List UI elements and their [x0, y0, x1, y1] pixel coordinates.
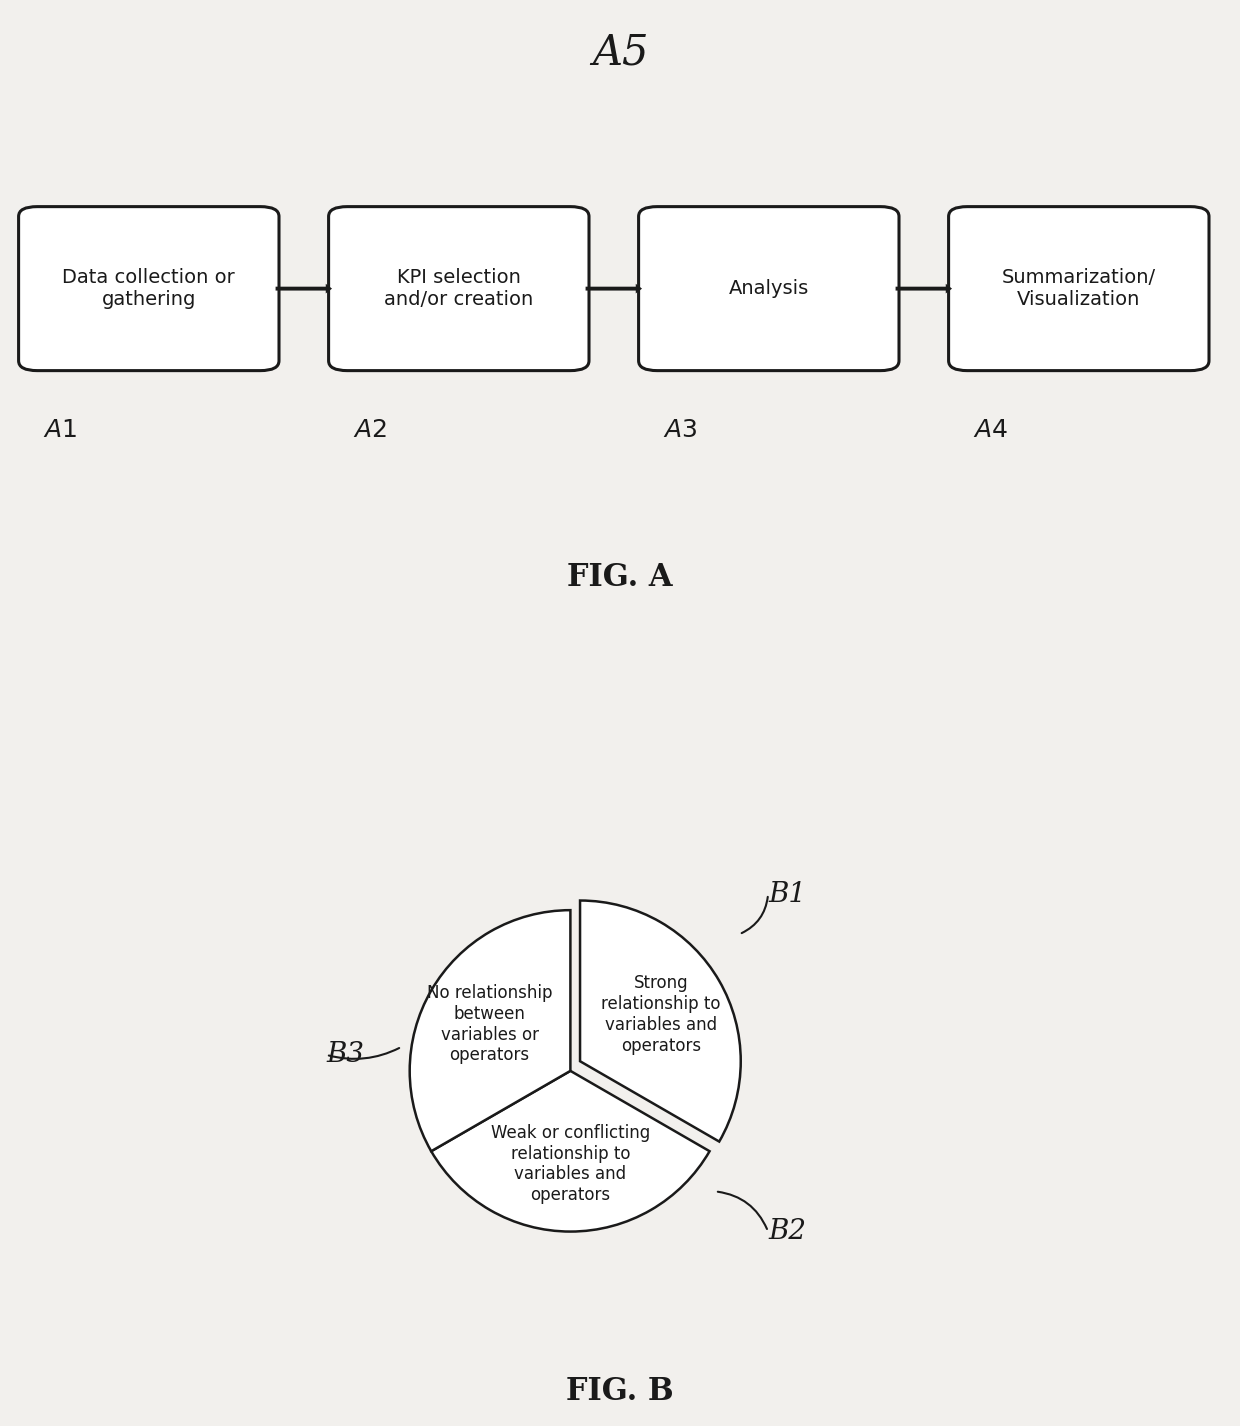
Text: $\mathit{A2}$: $\mathit{A2}$ — [353, 418, 387, 442]
Text: Data collection or
gathering: Data collection or gathering — [62, 268, 236, 309]
Wedge shape — [432, 1071, 709, 1232]
Text: KPI selection
and/or creation: KPI selection and/or creation — [384, 268, 533, 309]
Wedge shape — [580, 900, 740, 1142]
Text: Strong
relationship to
variables and
operators: Strong relationship to variables and ope… — [601, 974, 720, 1055]
FancyBboxPatch shape — [329, 207, 589, 371]
Text: FIG. B: FIG. B — [567, 1376, 673, 1407]
Text: A5: A5 — [591, 31, 649, 74]
Text: $\mathit{A4}$: $\mathit{A4}$ — [973, 418, 1008, 442]
FancyBboxPatch shape — [949, 207, 1209, 371]
Text: B2: B2 — [769, 1218, 806, 1245]
Text: No relationship
between
variables or
operators: No relationship between variables or ope… — [427, 984, 553, 1064]
Text: B3: B3 — [326, 1041, 365, 1068]
Wedge shape — [409, 910, 570, 1151]
Text: B1: B1 — [769, 881, 806, 907]
Text: Summarization/
Visualization: Summarization/ Visualization — [1002, 268, 1156, 309]
FancyBboxPatch shape — [19, 207, 279, 371]
Text: $\mathit{A1}$: $\mathit{A1}$ — [43, 418, 77, 442]
Text: FIG. A: FIG. A — [567, 562, 673, 593]
Text: $\mathit{A3}$: $\mathit{A3}$ — [663, 418, 698, 442]
Text: Analysis: Analysis — [729, 279, 808, 298]
FancyBboxPatch shape — [639, 207, 899, 371]
Text: Weak or conflicting
relationship to
variables and
operators: Weak or conflicting relationship to vari… — [491, 1124, 650, 1205]
